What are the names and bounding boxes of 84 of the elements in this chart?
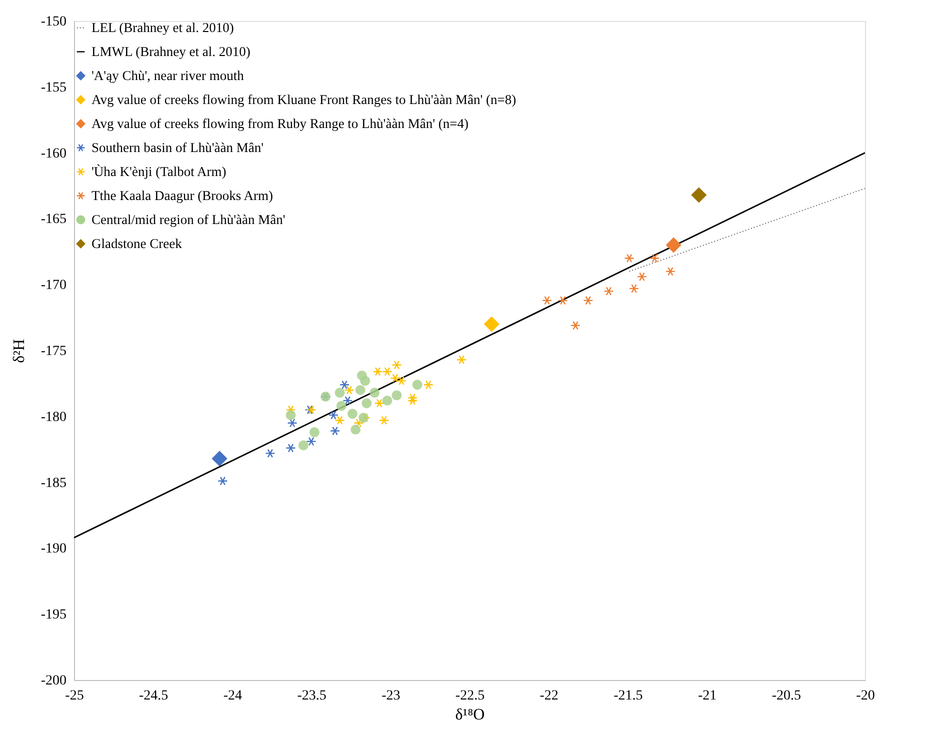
point — [265, 448, 276, 458]
x-tick-label: -22.5 — [455, 688, 485, 704]
legend-label: Southern basin of Lhù'ààn Mân' — [92, 140, 264, 155]
point — [334, 388, 345, 398]
y-tick-label: -190 — [40, 542, 66, 557]
point — [334, 416, 345, 425]
legend-label: 'A'ąy Chù', near river mouth — [92, 68, 244, 83]
x-tick-label: -25 — [65, 688, 84, 704]
point — [374, 398, 384, 408]
legend-label: Avg value of creeks flowing from Ruby Range to Lhù'ààn Mân' (n=4) — [92, 116, 469, 131]
y-tick-label: -165 — [40, 212, 66, 228]
x-tick-label: -24 — [223, 688, 242, 704]
point — [542, 296, 552, 305]
y-tick-label: -170 — [40, 278, 66, 294]
y-tick-label: -175 — [40, 344, 66, 359]
point — [336, 400, 346, 411]
point — [407, 396, 418, 406]
point — [330, 426, 340, 436]
y-tick-label: -185 — [40, 476, 66, 491]
point — [339, 380, 350, 390]
point — [382, 367, 392, 376]
point — [456, 355, 467, 364]
point — [392, 360, 402, 370]
x-tick-label: -20.5 — [772, 688, 801, 704]
y-tick-label: -195 — [40, 608, 66, 623]
point — [691, 187, 706, 203]
point — [372, 367, 383, 376]
x-tick-label: -23.5 — [297, 688, 326, 704]
point — [362, 398, 372, 408]
point — [298, 440, 308, 450]
point — [342, 396, 353, 406]
point — [628, 284, 640, 294]
point — [412, 380, 422, 390]
point — [558, 296, 568, 305]
legend-label: 'Ùha K'ènji (Talbot Arm) — [92, 164, 226, 179]
legend-label: Gladstone Creek — [92, 236, 182, 251]
point — [636, 272, 648, 282]
x-axis-title: δ¹⁸O — [455, 706, 485, 724]
x-tick-label: -23 — [382, 688, 400, 704]
point — [360, 376, 370, 386]
point — [350, 424, 361, 435]
y-axis-title: δ²H — [10, 338, 28, 363]
y-tick-label: -180 — [40, 410, 66, 425]
point — [382, 396, 392, 406]
point — [484, 316, 500, 332]
y-tick-label: -155 — [40, 80, 66, 96]
x-tick-label: -20 — [856, 688, 875, 704]
point — [604, 286, 614, 296]
point — [347, 408, 358, 419]
point — [306, 436, 316, 446]
legend-label: Tthe Kaala Daagur (Brooks Arm) — [92, 188, 273, 203]
y-tick-label: -160 — [40, 146, 66, 162]
point — [344, 386, 354, 395]
point — [570, 320, 581, 330]
legend-label: Avg value of creeks flowing from Kluane Front Ranges to Lhù'ààn Mân' (n=8) — [92, 92, 516, 107]
y-tick-label: -150 — [40, 14, 66, 30]
y-tick-label: -200 — [40, 674, 66, 688]
point — [392, 390, 402, 400]
point — [396, 376, 407, 386]
point — [286, 444, 296, 453]
legend-label: LEL (Brahney et al. 2010) — [92, 20, 234, 35]
point — [624, 254, 634, 263]
point — [287, 418, 298, 428]
point — [370, 388, 380, 398]
legend-label: Central/mid region of Lhù'ààn Mân' — [92, 212, 286, 227]
point — [423, 380, 434, 390]
x-tick-label: -22 — [540, 688, 558, 704]
point — [218, 476, 228, 486]
x-tick-label: -21.5 — [614, 688, 643, 704]
x-tick-label: -21 — [698, 688, 717, 704]
legend-label: LMWL (Brahney et al. 2010) — [92, 44, 250, 59]
point — [666, 237, 682, 253]
point — [212, 451, 228, 466]
point — [650, 254, 660, 263]
x-tick-label: -24.5 — [139, 688, 168, 704]
point — [407, 393, 418, 402]
point — [286, 410, 296, 420]
point — [379, 416, 390, 425]
point — [583, 296, 594, 305]
point — [328, 410, 339, 420]
point — [355, 385, 366, 396]
point — [665, 266, 676, 276]
point — [390, 374, 400, 383]
point — [309, 427, 320, 438]
